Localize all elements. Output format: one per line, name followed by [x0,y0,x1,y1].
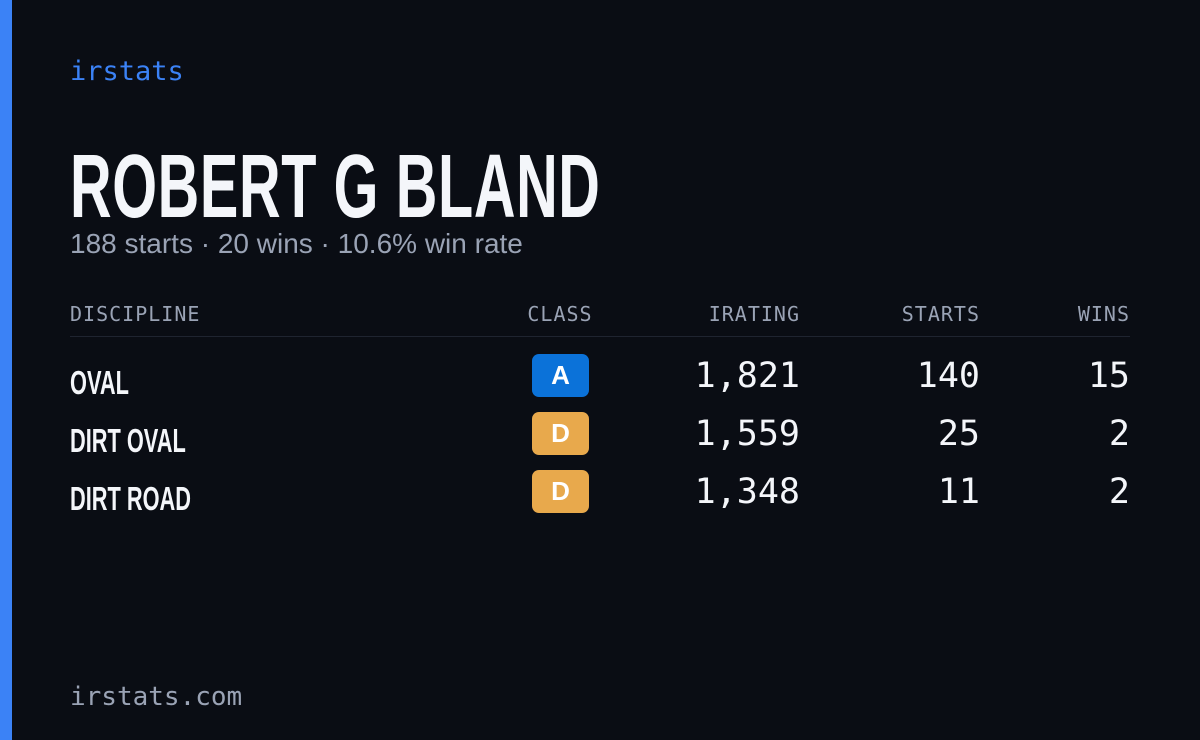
irating-value: 1,821 [694,356,800,396]
driver-name: ROBERT G BLAND [70,137,601,237]
accent-stripe [0,0,12,740]
class-badge: A [532,354,589,397]
starts-value: 25 [937,414,980,454]
class-badge: D [532,412,589,455]
discipline: DIRT ROAD [70,480,191,517]
discipline: OVAL [70,364,129,401]
header-rule [70,336,1130,337]
discipline: DIRT OVAL [70,422,186,459]
irating-value: 1,348 [694,472,800,512]
column-header: DISCIPLINE [70,302,201,326]
brand: irstats [70,56,184,87]
starts-value: 11 [937,472,980,512]
column-header: WINS [1077,302,1130,326]
column-header: IRATING [708,302,800,326]
column-header: STARTS [901,302,980,326]
driver-summary: 188 starts · 20 wins · 10.6% win rate [70,228,523,259]
class-badge: D [532,470,589,513]
starts-value: 140 [916,356,980,396]
wins-value: 15 [1087,356,1130,396]
column-header: CLASS [527,302,593,326]
wins-value: 2 [1108,472,1130,512]
wins-value: 2 [1108,414,1130,454]
irating-value: 1,559 [694,414,800,454]
footer: irstats.com [70,682,243,712]
